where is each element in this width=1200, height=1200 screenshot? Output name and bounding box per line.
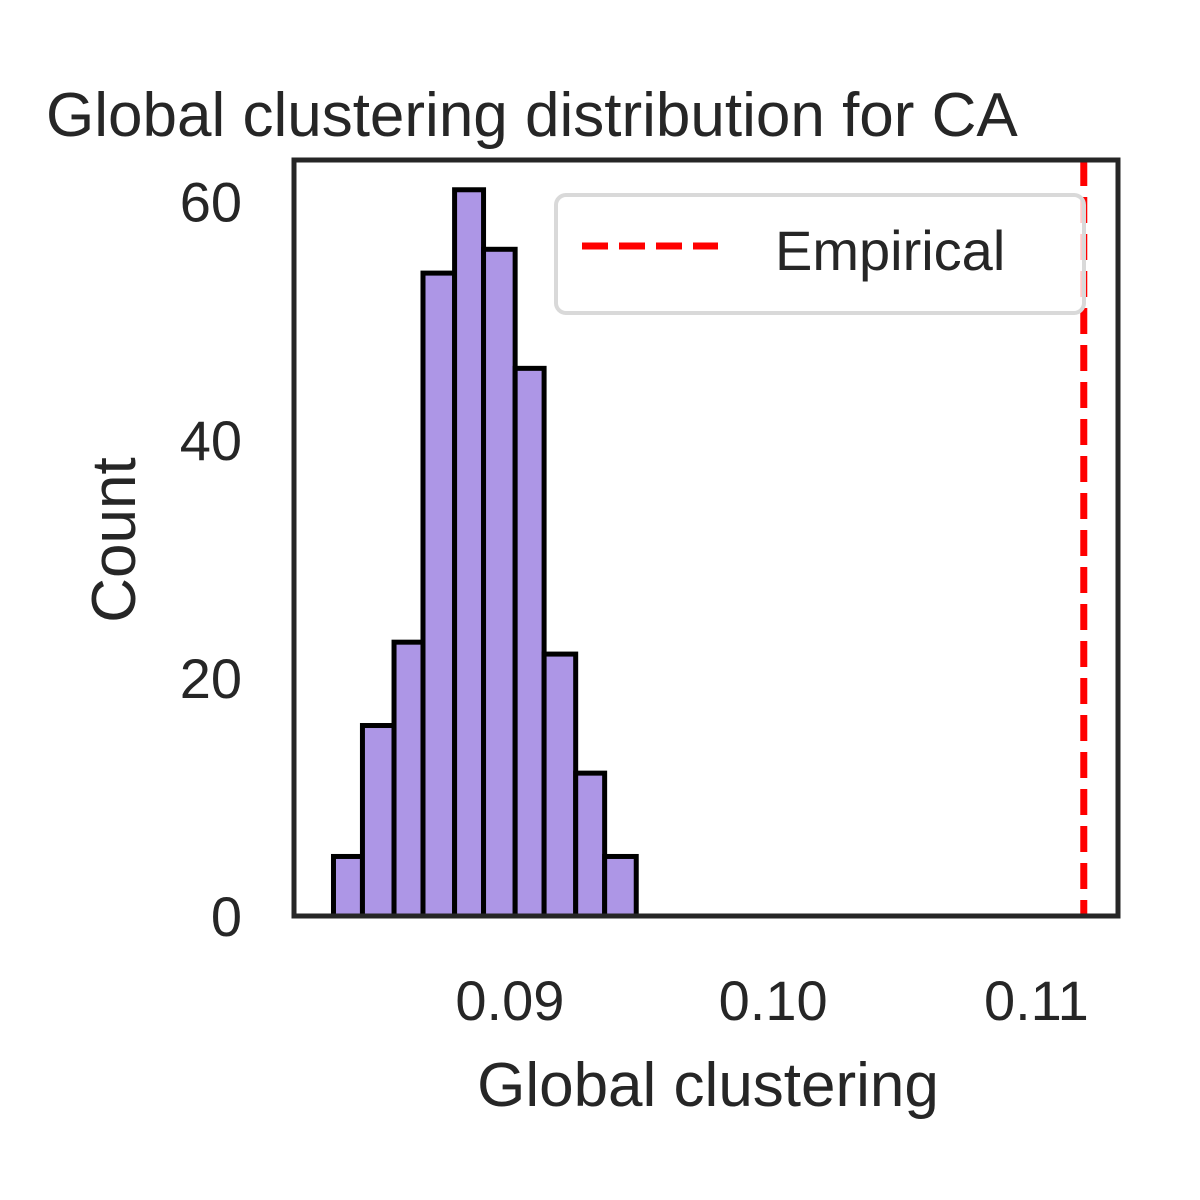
histogram-bar bbox=[391, 639, 426, 919]
y-axis-label: Count bbox=[80, 457, 149, 622]
y-tick-label: 0 bbox=[211, 885, 242, 948]
chart-title: Global clustering distribution for CA bbox=[46, 81, 1018, 150]
histogram-bar bbox=[541, 651, 579, 919]
histogram-bar bbox=[481, 246, 518, 919]
histogram-bar bbox=[420, 270, 458, 919]
x-tick-label: 0.11 bbox=[984, 969, 1089, 1032]
y-tick-label: 40 bbox=[180, 409, 242, 472]
histogram-bar bbox=[602, 853, 639, 919]
histogram-bars bbox=[330, 187, 639, 919]
histogram-bar bbox=[512, 365, 547, 919]
histogram-bar bbox=[573, 770, 608, 919]
y-tick-label: 20 bbox=[180, 647, 242, 710]
legend: Empirical bbox=[554, 193, 1086, 315]
histogram-bar bbox=[359, 723, 397, 919]
histogram-bar bbox=[452, 187, 487, 919]
y-axis-ticks: 0 20 40 60 bbox=[180, 171, 242, 948]
legend-label-empirical: Empirical bbox=[775, 219, 1005, 282]
legend-box bbox=[554, 193, 1086, 315]
x-axis-label: Global clustering bbox=[477, 1051, 939, 1120]
x-tick-label: 0.09 bbox=[455, 969, 564, 1032]
histogram-bar bbox=[330, 853, 365, 919]
plot-area-frame bbox=[291, 157, 1121, 919]
y-tick-label: 60 bbox=[180, 171, 242, 234]
x-tick-label: 0.10 bbox=[719, 969, 828, 1032]
x-axis-ticks: 0.09 0.10 0.11 bbox=[455, 969, 1088, 1032]
